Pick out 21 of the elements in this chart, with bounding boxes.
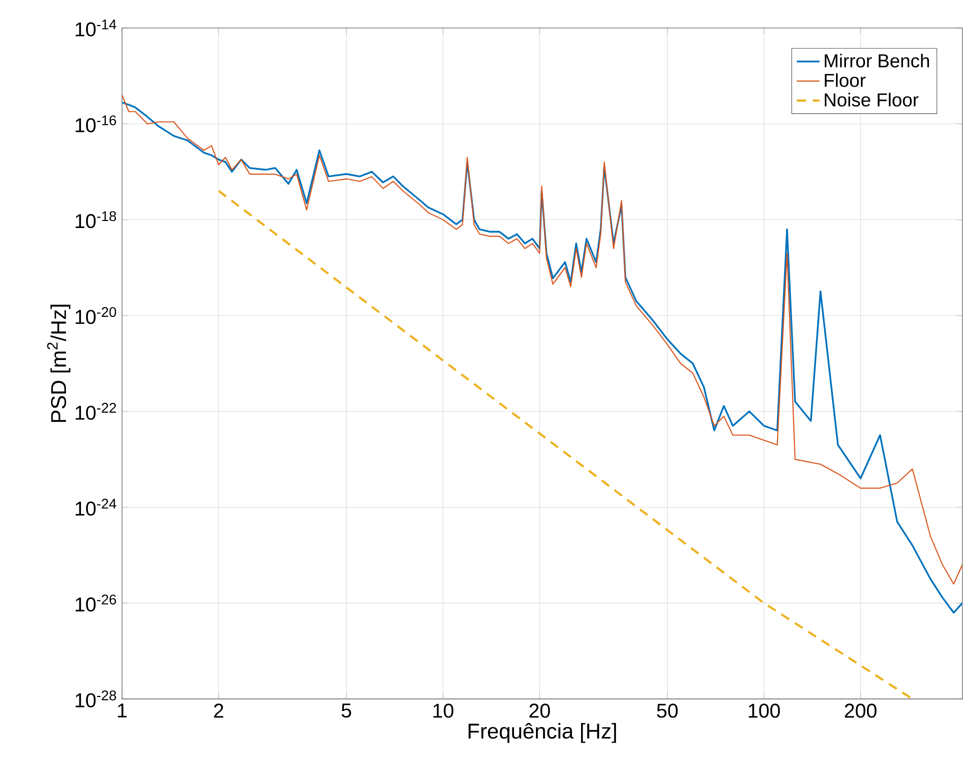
- x-tick-label: 5: [342, 704, 352, 718]
- legend-label: Floor: [824, 73, 866, 87]
- x-tick-label: 2: [214, 704, 224, 718]
- y-tick-label: 10$^{-16}$: [76, 115, 116, 132]
- y-tick-label: 10$^{-28}$: [76, 690, 116, 708]
- legend-label: Noise Floor: [824, 92, 918, 106]
- y-tick-label: 10$^{-20}$: [76, 306, 116, 324]
- y-tick-label: 10$^{-24}$: [76, 498, 116, 516]
- x-tick-label: 10: [433, 704, 454, 718]
- y-tick-label: 10$^{-14}$: [76, 20, 116, 36]
- x-tick-label: 20: [529, 704, 550, 718]
- x-tick-label: 100: [748, 704, 780, 718]
- x-tick-label: 200: [844, 704, 876, 718]
- legend-label: Mirror Bench: [824, 54, 929, 68]
- y-tick-label: 10$^{-22}$: [76, 402, 116, 420]
- y-axis-title: PSD [m$^{2}$/Hz]: [47, 304, 70, 422]
- x-axis-title: Frequência [Hz]: [468, 722, 616, 743]
- y-tick-label: 10$^{-26}$: [76, 594, 116, 612]
- x-tick-label: 1: [118, 704, 127, 718]
- y-tick-label: 10$^{-18}$: [76, 211, 116, 228]
- x-tick-label: 50: [657, 704, 678, 718]
